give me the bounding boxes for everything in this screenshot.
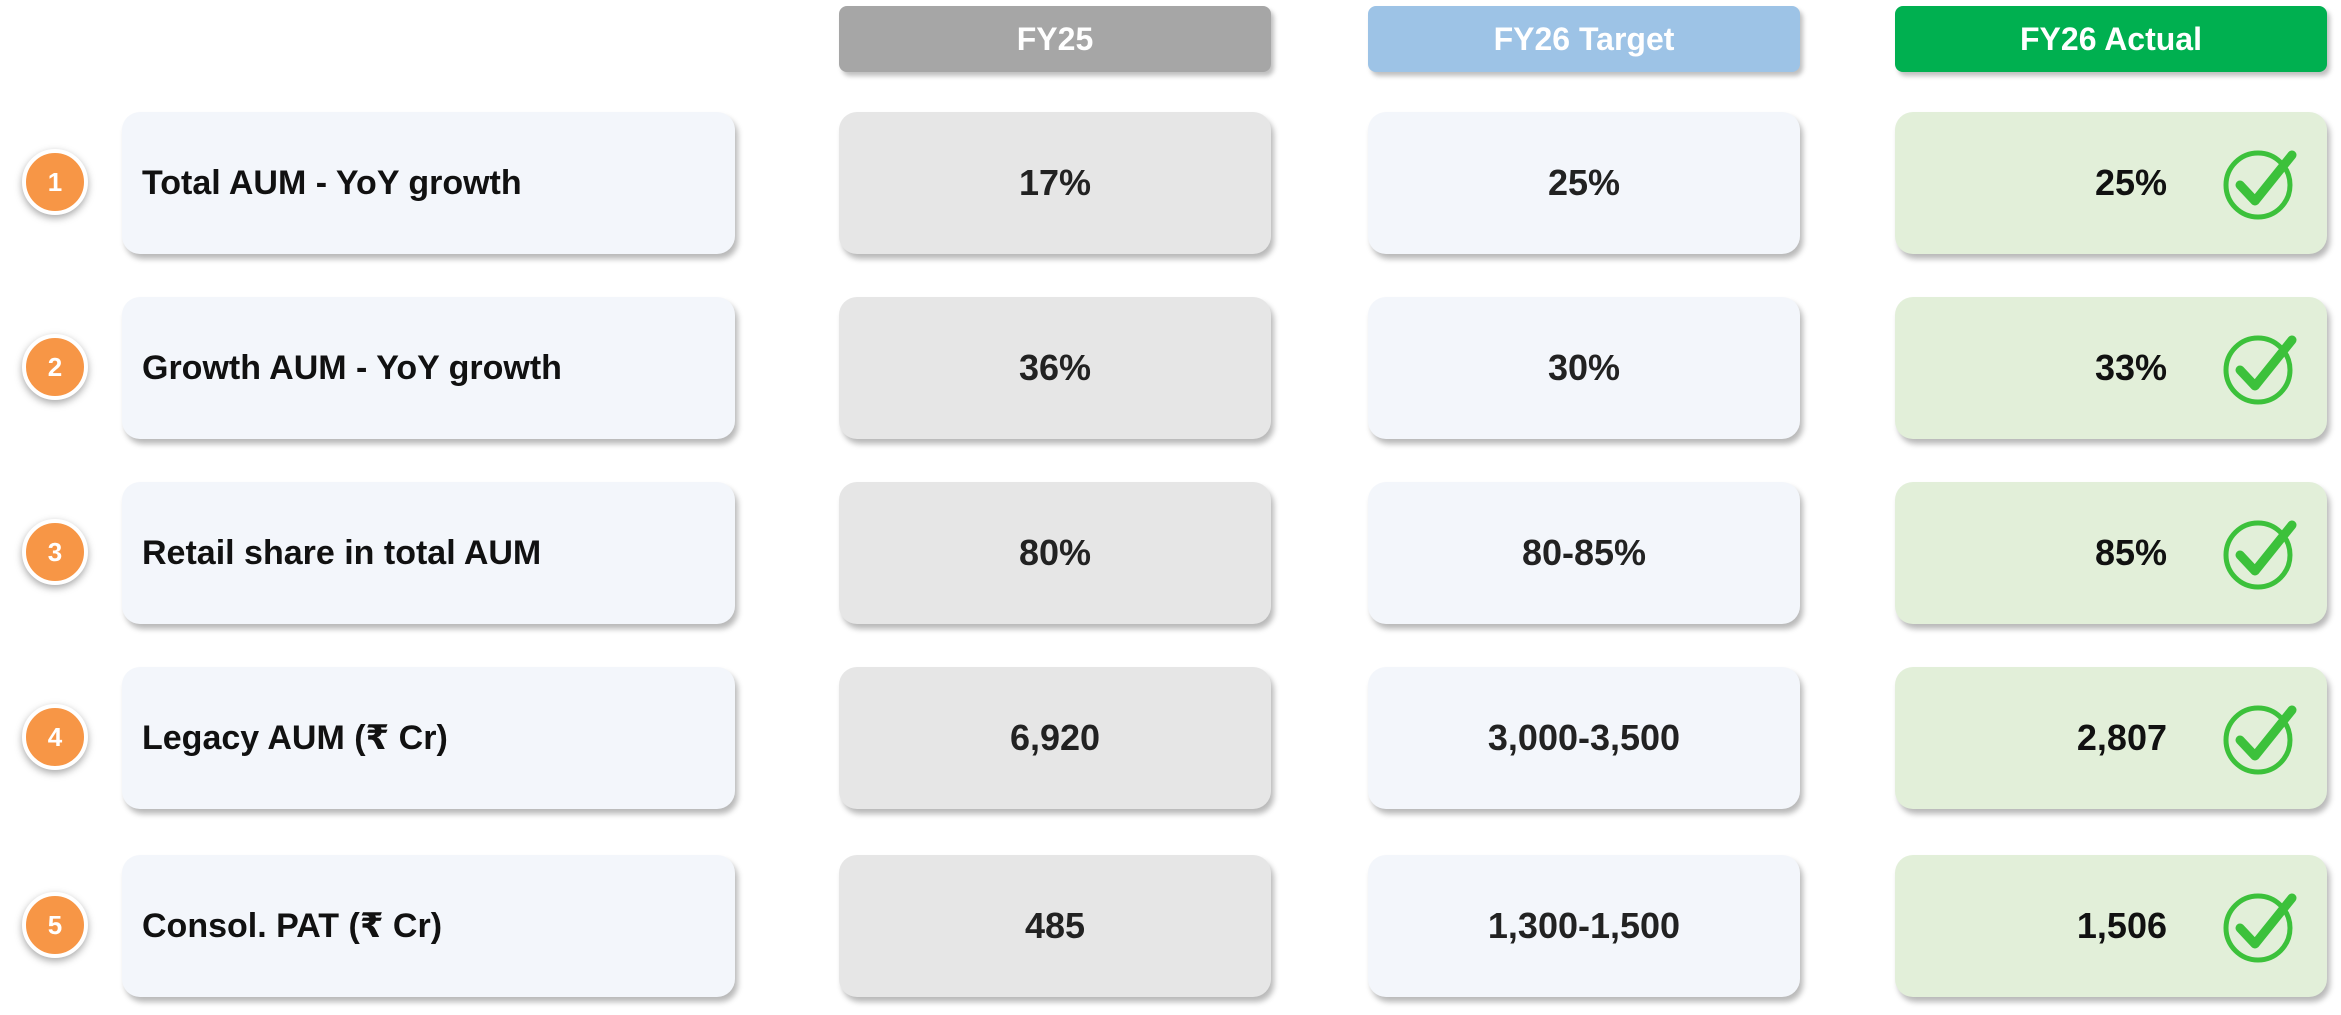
value-cell: 3,000-3,500 — [1368, 667, 1800, 809]
actual-value: 2,807 — [2076, 717, 2167, 758]
check-icon — [2223, 520, 2297, 590]
value-cell: 33% — [1895, 297, 2327, 439]
check-icon — [2223, 335, 2297, 405]
row-number: 5 — [22, 892, 88, 958]
value-cell: 80% — [839, 482, 1271, 624]
row-label: Consol. PAT (₹ Cr) — [122, 855, 735, 997]
row-number: 1 — [22, 149, 88, 215]
value-cell: 17% — [839, 112, 1271, 254]
actual-value: 33% — [2094, 347, 2167, 388]
row-label: Legacy AUM (₹ Cr) — [122, 667, 735, 809]
value-cell: 485 — [839, 855, 1271, 997]
row-number: 2 — [22, 334, 88, 400]
value-cell: 1,300-1,500 — [1368, 855, 1800, 997]
actual-value: 25% — [2094, 162, 2167, 203]
row-label: Retail share in total AUM — [122, 482, 735, 624]
column-header: FY26 Actual — [1895, 6, 2327, 72]
column-header: FY26 Target — [1368, 6, 1800, 72]
value-cell: 80-85% — [1368, 482, 1800, 624]
value-cell: 1,506 — [1895, 855, 2327, 997]
row-label: Growth AUM - YoY growth — [122, 297, 735, 439]
value-cell: 85% — [1895, 482, 2327, 624]
value-cell: 25% — [1895, 112, 2327, 254]
check-icon — [2223, 705, 2297, 775]
check-icon — [2223, 893, 2297, 963]
row-number: 4 — [22, 704, 88, 770]
value-cell: 36% — [839, 297, 1271, 439]
row-label: Total AUM - YoY growth — [122, 112, 735, 254]
value-cell: 25% — [1368, 112, 1800, 254]
check-icon — [2223, 150, 2297, 220]
row-number: 3 — [22, 519, 88, 585]
value-cell: 30% — [1368, 297, 1800, 439]
value-cell: 6,920 — [839, 667, 1271, 809]
actual-value: 85% — [2094, 532, 2167, 573]
column-header: FY25 — [839, 6, 1271, 72]
value-cell: 2,807 — [1895, 667, 2327, 809]
actual-value: 1,506 — [2076, 905, 2167, 946]
